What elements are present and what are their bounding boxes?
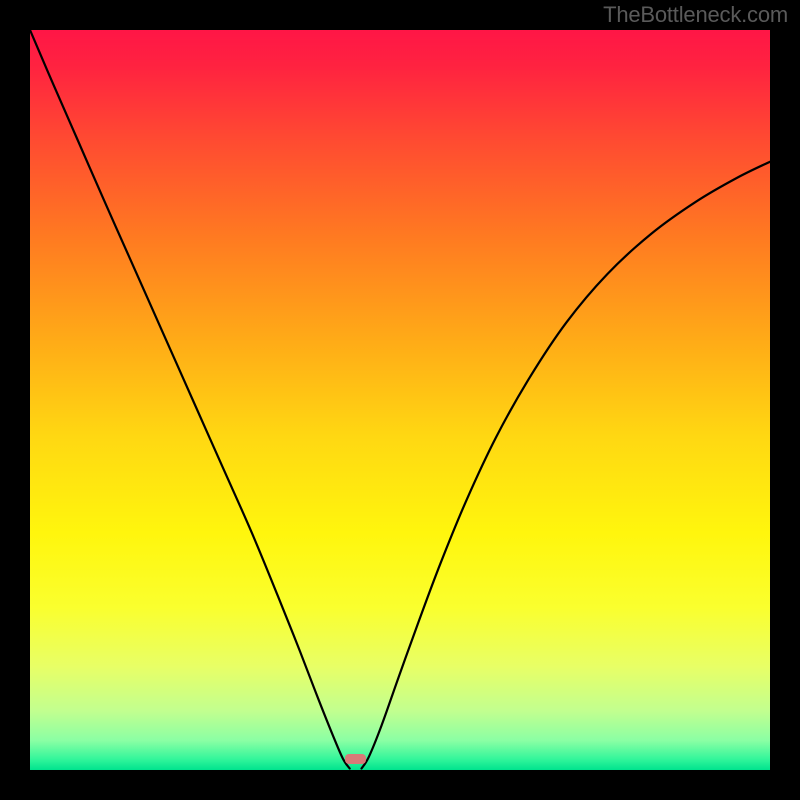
minimum-marker [345,754,366,764]
plot-area [30,30,770,770]
chart-container: TheBottleneck.com [0,0,800,800]
bottleneck-curve [30,30,770,770]
watermark-label: TheBottleneck.com [603,2,788,28]
